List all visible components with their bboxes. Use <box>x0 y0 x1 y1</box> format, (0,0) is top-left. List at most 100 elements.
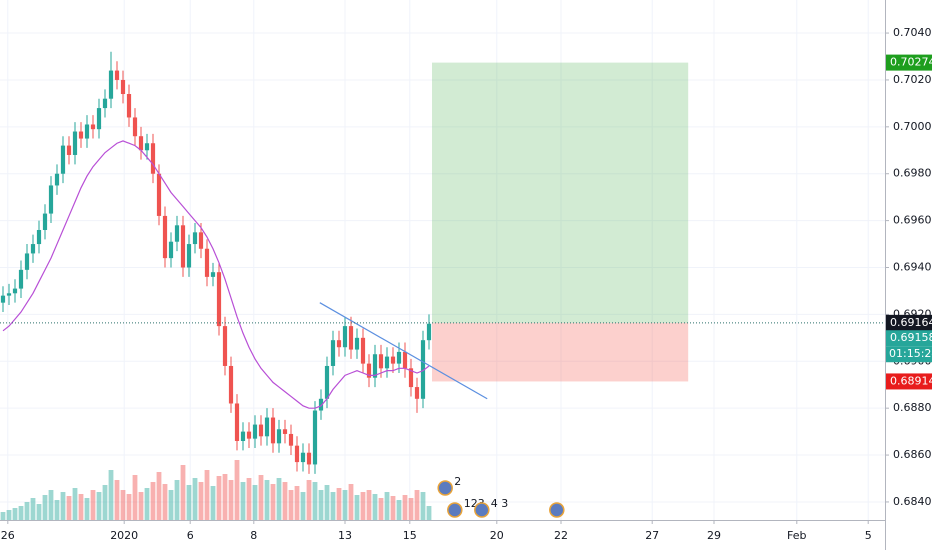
candle-body <box>414 387 420 399</box>
volume-bar <box>18 506 24 520</box>
x-tick-label: 13 <box>338 529 352 542</box>
candle-body <box>252 424 258 439</box>
candle-body <box>24 253 30 270</box>
volume-bar <box>426 506 432 520</box>
volume-bar <box>324 485 330 520</box>
volume-bar <box>12 508 18 520</box>
candle-body <box>402 351 408 369</box>
volume-bar <box>402 495 408 520</box>
candle-body <box>150 143 156 174</box>
volume-bar <box>6 510 12 520</box>
profit-zone <box>432 62 689 323</box>
volume-bar <box>0 512 6 520</box>
candle-body <box>282 429 288 434</box>
volume-bar <box>228 480 234 520</box>
stop-label: 0.68914 <box>890 374 932 387</box>
candle-body <box>138 136 144 151</box>
candle-body <box>228 365 234 404</box>
candle-body <box>186 244 192 268</box>
candle-body <box>114 70 120 80</box>
candle-body <box>336 340 342 348</box>
volume-bar <box>342 490 348 520</box>
volume-bar <box>66 496 72 520</box>
x-tick-label: 15 <box>403 529 417 542</box>
x-tick-label: Feb <box>787 529 806 542</box>
candle-body <box>102 98 108 109</box>
volume-bar <box>282 482 288 520</box>
volume-bar <box>54 500 60 520</box>
candle-body <box>126 94 132 118</box>
candle-body <box>6 293 12 296</box>
volume-bar <box>264 480 270 520</box>
volume-bar <box>192 478 198 520</box>
x-tick-label: 5 <box>865 529 872 542</box>
volume-bar <box>102 485 108 520</box>
candle-body <box>318 398 324 411</box>
candle-body <box>408 368 414 388</box>
candle-body <box>276 429 282 444</box>
candle-body <box>420 340 426 399</box>
volume-bar <box>336 488 342 520</box>
event-marker <box>447 502 463 518</box>
candle-body <box>78 131 84 139</box>
volume-bar <box>180 465 186 520</box>
x-tick-label: 6 <box>187 529 194 542</box>
entry-label-bg <box>886 314 932 331</box>
stop-label-bg <box>886 373 932 390</box>
candle-body <box>426 323 432 341</box>
candle-body <box>72 131 78 155</box>
candle-body <box>240 431 246 441</box>
volume-bar <box>246 478 252 520</box>
candle-body <box>264 417 270 437</box>
volume-bar <box>330 492 336 520</box>
volume-bar <box>396 500 402 520</box>
candle-body <box>36 229 42 245</box>
last-price-label: 0.69158 <box>890 331 932 344</box>
volume-bar <box>72 488 78 520</box>
volume-bar <box>408 498 414 520</box>
volume-bar <box>360 492 366 520</box>
volume-bar <box>78 494 84 520</box>
candle-body <box>120 79 126 95</box>
candle-body <box>300 452 306 463</box>
candle-body <box>210 272 216 277</box>
candle-body <box>246 431 252 439</box>
volume-bar <box>354 495 360 520</box>
candle-body <box>54 173 60 186</box>
volume-bar <box>372 494 378 520</box>
trendline <box>319 302 488 400</box>
volume-bar <box>138 492 144 520</box>
candle-body <box>84 124 90 139</box>
countdown: 01:15:24 <box>889 347 932 360</box>
candle-body <box>342 326 348 348</box>
candle-body <box>216 272 222 327</box>
candle-body <box>288 433 294 446</box>
x-tick-label: 29 <box>707 529 721 542</box>
target-label: 0.70274 <box>890 56 932 69</box>
volume-bar <box>120 490 126 520</box>
volume-bar <box>90 490 96 520</box>
candle-body <box>390 356 396 364</box>
candle-body <box>270 417 276 444</box>
event-label: 2 <box>454 475 461 488</box>
candle-body <box>60 145 66 174</box>
event-marker <box>549 502 565 518</box>
volume-bar <box>270 484 276 520</box>
candle-body <box>372 354 378 378</box>
candle-body <box>132 117 138 137</box>
x-tick-label: 8 <box>250 529 257 542</box>
volume-bar <box>60 492 66 520</box>
candle-body <box>222 326 228 366</box>
candle-body <box>162 215 168 259</box>
candle-body <box>324 365 330 399</box>
last-price-label-bg <box>886 330 932 347</box>
volume-bar <box>414 490 420 520</box>
y-tick-label: 0.70400 <box>893 26 932 39</box>
candle-body <box>198 232 204 249</box>
candle-body <box>306 452 312 465</box>
